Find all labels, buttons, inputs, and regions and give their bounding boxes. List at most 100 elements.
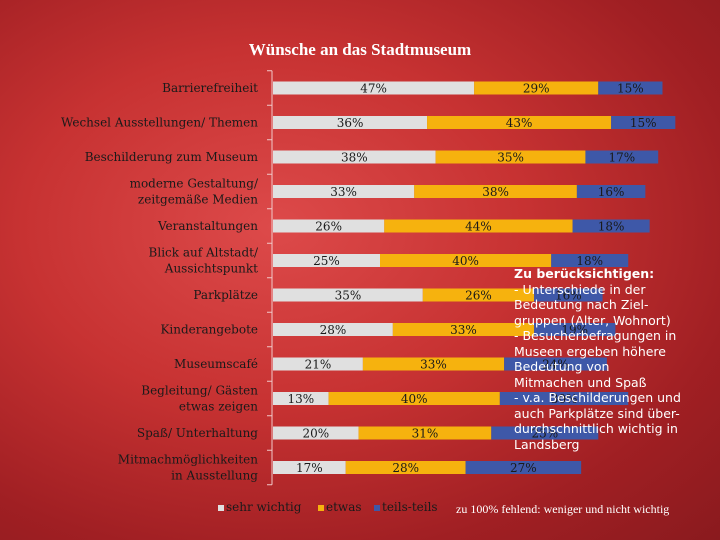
note-title: Zu berücksichtigen:: [514, 266, 655, 281]
footnote: zu 100% fehlend: weniger und nicht wicht…: [456, 502, 670, 516]
bar-segment-teils-teils: [572, 219, 650, 233]
bar-segment-sehr-wichtig: [273, 254, 380, 267]
category-label: Beschilderung zum Museum: [85, 150, 259, 164]
bar-segment-etwas: [474, 81, 599, 95]
data-label: 33%: [450, 323, 477, 337]
bar-segment-teils-teils: [465, 461, 582, 474]
legend-label: sehr wichtig: [226, 500, 302, 514]
data-label: 44%: [465, 220, 492, 234]
bar-segment-teils-teils: [576, 185, 646, 198]
data-label: 30%: [551, 392, 578, 406]
data-label: 16%: [598, 185, 625, 199]
data-label: 15%: [630, 116, 657, 130]
data-label: 13%: [287, 392, 314, 406]
data-label: 19%: [561, 323, 588, 337]
note-line: Bedeutung nach Ziel-: [514, 297, 649, 312]
note-line: Mitmachen und Spaß: [514, 374, 647, 390]
bar-segment-etwas: [358, 426, 492, 440]
note-line: auch Parkplätze sind über-: [514, 405, 680, 421]
bar-segment-etwas: [362, 357, 505, 371]
data-label: 15%: [617, 82, 644, 96]
category-label: Blick auf Altstadt/Aussichtspunkt: [149, 246, 259, 276]
bar-segment-teils-teils: [504, 357, 607, 371]
legend-swatch: [374, 505, 380, 511]
note-line: - v.a. Beschilderungen und: [514, 390, 681, 405]
data-label: 35%: [335, 289, 362, 303]
data-label: 38%: [482, 185, 509, 199]
category-label: Mitmachmöglichkeiten in Ausstellung: [118, 453, 259, 483]
bar-segment-etwas: [328, 392, 500, 405]
category-label: Wechsel Ausstellungen/ Themen: [61, 116, 258, 130]
legend-label: teils-teils: [382, 500, 438, 514]
data-label: 25%: [531, 427, 558, 441]
bar-segment-sehr-wichtig: [273, 150, 436, 164]
category-label: moderne Gestaltung/zeitgemäße Medien: [130, 177, 259, 207]
category-label: Veranstaltungen: [157, 219, 258, 233]
data-label: 31%: [412, 427, 439, 441]
note-line: - Unterschiede in der: [514, 281, 646, 297]
data-label: 28%: [320, 323, 347, 337]
bar-segment-teils-teils: [585, 150, 659, 164]
bar-segment-teils-teils: [611, 116, 676, 129]
bar-segment-etwas: [414, 185, 577, 198]
category-label: Spaß/ Unterhaltung: [137, 426, 258, 440]
bar-segment-sehr-wichtig: [273, 185, 415, 198]
note-line: gruppen (Alter, Wohnort): [514, 312, 671, 328]
bar-segment-teils-teils: [534, 323, 616, 336]
data-label: 18%: [576, 254, 603, 268]
legend-swatch: [218, 505, 224, 511]
note-line: Landsberg: [514, 436, 580, 452]
data-label: 18%: [598, 220, 625, 234]
category-label: Museumscafé: [174, 357, 258, 371]
bar-segment-sehr-wichtig: [273, 219, 385, 233]
note-line: Museen ergeben höhere: [514, 343, 666, 359]
data-label: 17%: [296, 461, 323, 475]
bar-segment-sehr-wichtig: [273, 357, 363, 371]
data-label: 38%: [341, 151, 368, 165]
category-label: Parkplätze: [193, 288, 258, 302]
legend-label: etwas: [326, 500, 362, 514]
bar-segment-teils-teils: [499, 392, 629, 405]
bar-segment-sehr-wichtig: [273, 81, 475, 95]
bar-segment-sehr-wichtig: [273, 288, 423, 302]
data-label: 33%: [420, 358, 447, 372]
bar-segment-sehr-wichtig: [273, 392, 329, 405]
data-label: 36%: [337, 116, 364, 130]
bar-segment-etwas: [422, 288, 535, 302]
bar-segment-etwas: [380, 254, 552, 267]
data-label: 33%: [330, 185, 357, 199]
note-line: - Besucherbefragungen in: [514, 328, 677, 343]
bar-segment-teils-teils: [551, 254, 629, 267]
bar-segment-etwas: [427, 116, 612, 129]
data-label: 40%: [452, 254, 479, 268]
data-label: 24%: [542, 358, 569, 372]
data-label: 16%: [555, 289, 582, 303]
note-box: Zu berücksichtigen: - Unterschiede in de…: [514, 266, 704, 452]
data-label: 35%: [497, 151, 524, 165]
bar-segment-sehr-wichtig: [273, 116, 428, 129]
data-label: 40%: [401, 392, 428, 406]
data-label: 43%: [506, 116, 533, 130]
data-label: 47%: [360, 82, 387, 96]
bar-segment-etwas: [384, 219, 573, 233]
bar-segment-etwas: [435, 150, 586, 164]
data-label: 21%: [305, 358, 332, 372]
bar-segment-sehr-wichtig: [273, 461, 346, 474]
bar-segment-teils-teils: [598, 81, 663, 95]
data-label: 26%: [465, 289, 492, 303]
data-label: 20%: [302, 427, 329, 441]
category-label: Begleitung/ Gästen etwas zeigen: [141, 384, 258, 414]
bar-segment-sehr-wichtig: [273, 426, 359, 440]
chart-title: Wünsche an das Stadtmuseum: [248, 40, 472, 59]
data-label: 28%: [392, 461, 419, 475]
category-label: Kinderangebote: [160, 323, 258, 337]
legend-swatch: [318, 505, 324, 511]
bar-segment-teils-teils: [491, 426, 599, 440]
note-line: Bedeutung von: [514, 359, 610, 374]
bar-segment-etwas: [345, 461, 466, 474]
bar-segment-sehr-wichtig: [273, 323, 393, 336]
note-line: durchschnittlich wichtig in: [514, 421, 678, 436]
category-label: Barrierefreiheit: [162, 81, 258, 95]
data-label: 27%: [510, 461, 537, 475]
